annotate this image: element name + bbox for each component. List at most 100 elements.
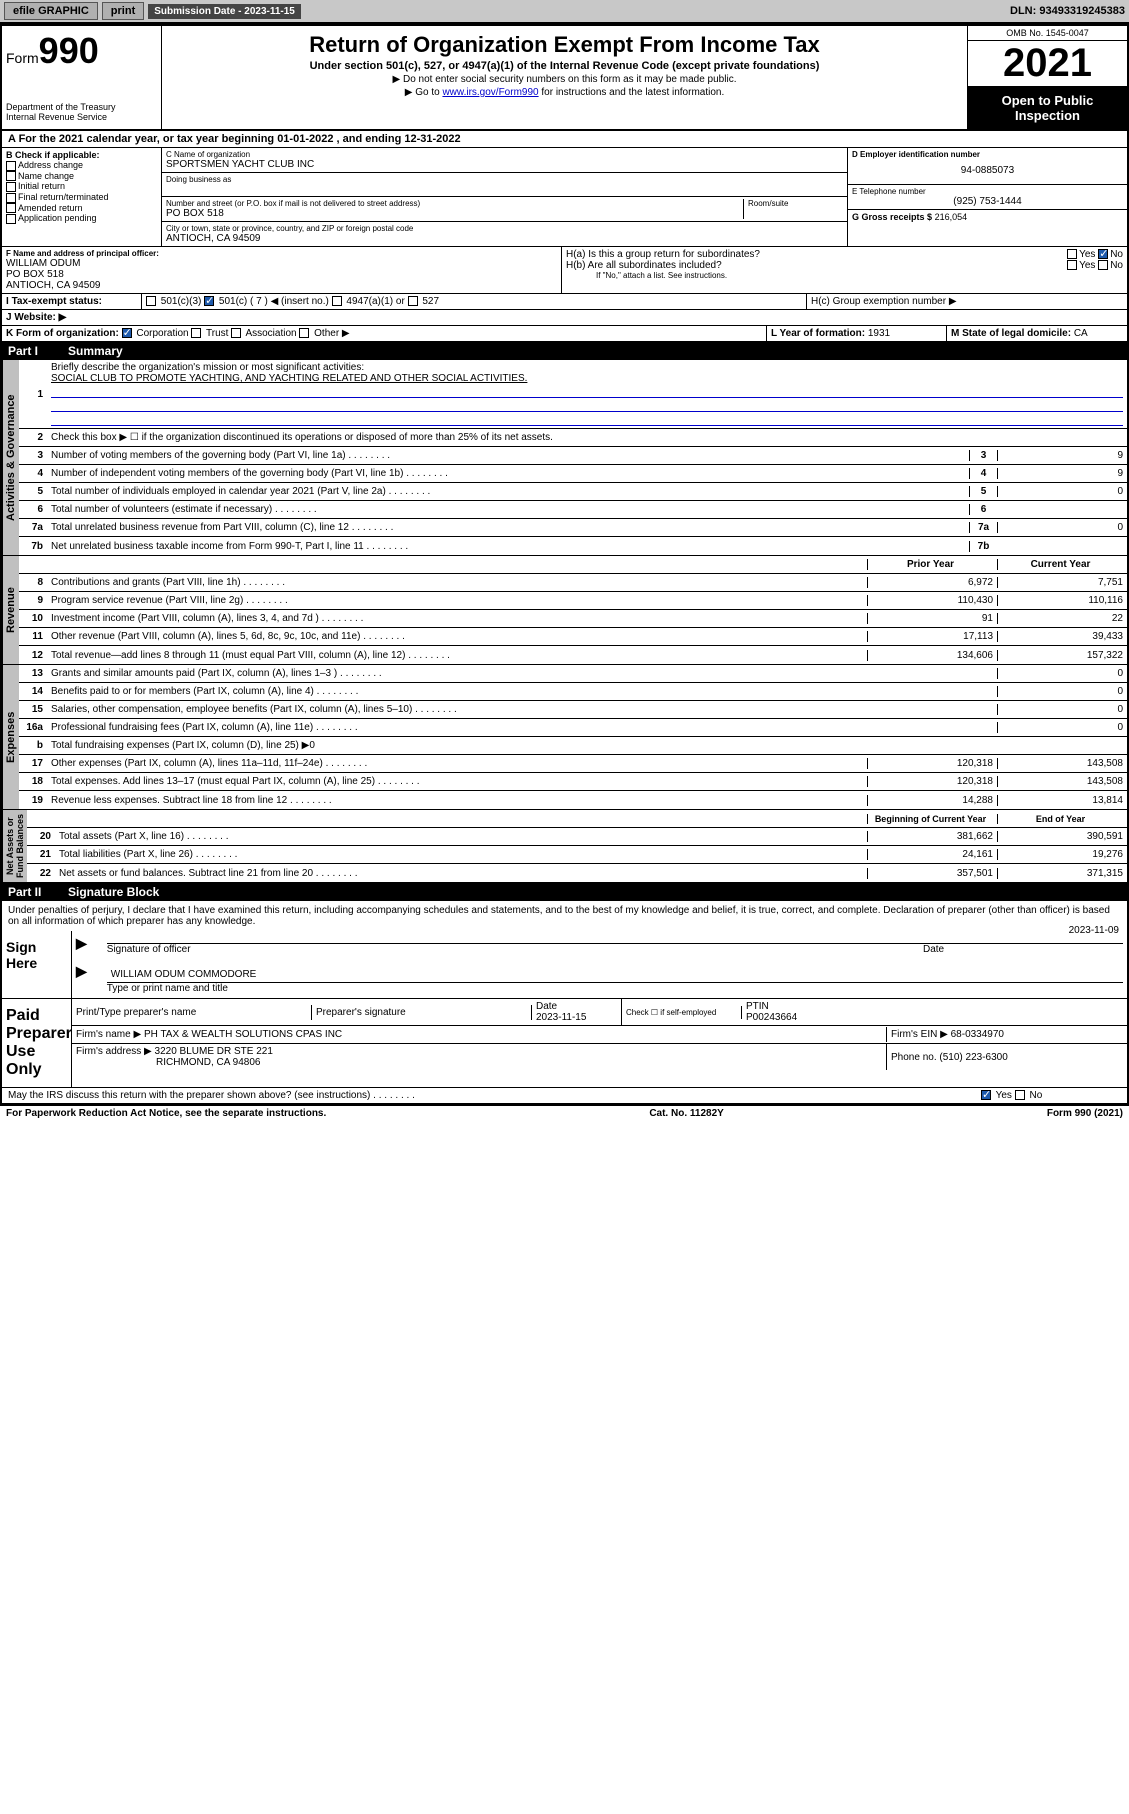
officer-name: WILLIAM ODUM [6, 258, 557, 269]
expenses-label: Expenses [2, 665, 19, 809]
ssn-note: ▶ Do not enter social security numbers o… [170, 74, 959, 85]
line-22: 22Net assets or fund balances. Subtract … [27, 864, 1127, 882]
city-label: City or town, state or province, country… [166, 224, 843, 233]
tax-status-label: Tax-exempt status: [12, 296, 102, 307]
l1-text: Briefly describe the organization's miss… [51, 362, 1123, 373]
line-18: 18Total expenses. Add lines 13–17 (must … [19, 773, 1127, 791]
name-label: C Name of organization [166, 150, 843, 159]
self-employed: Check ☐ if self-employed [622, 1006, 742, 1019]
line-6: 6Total number of volunteers (estimate if… [19, 501, 1127, 519]
year-formation: 1931 [868, 328, 890, 339]
ein-label: D Employer identification number [852, 150, 1123, 159]
ein: 94-0885073 [852, 159, 1123, 182]
check-initial[interactable] [6, 182, 16, 192]
dba-label: Doing business as [166, 175, 843, 184]
firm-ein: 68-0334970 [951, 1029, 1004, 1040]
state-domicile: CA [1074, 328, 1088, 339]
l2-text: Check this box ▶ ☐ if the organization d… [47, 430, 1127, 445]
officer-printed: WILLIAM ODUM COMMODORE [107, 967, 1123, 983]
check-final[interactable] [6, 193, 16, 203]
sig-officer-lbl: Signature of officer [107, 944, 923, 955]
efile-button[interactable]: efile GRAPHIC [4, 2, 98, 20]
line-11: 11Other revenue (Part VIII, column (A), … [19, 628, 1127, 646]
line-7a: 7aTotal unrelated business revenue from … [19, 519, 1127, 537]
check-assoc[interactable] [231, 328, 241, 338]
open-inspection: Open to Public Inspection [968, 87, 1127, 129]
line-21: 21Total liabilities (Part X, line 26)24,… [27, 846, 1127, 864]
check-527[interactable] [408, 296, 418, 306]
gross-receipts: 216,054 [935, 212, 968, 222]
phone-label: E Telephone number [852, 187, 1123, 196]
line-16a: 16aProfessional fundraising fees (Part I… [19, 719, 1127, 737]
street: PO BOX 518 [166, 208, 743, 219]
line-7b: 7bNet unrelated business taxable income … [19, 537, 1127, 555]
sig-date: 2023-11-09 [1069, 925, 1119, 936]
discuss-yes[interactable] [981, 1090, 991, 1100]
date-lbl: Date [923, 944, 1123, 955]
check-trust[interactable] [191, 328, 201, 338]
officer-label: F Name and address of principal officer: [6, 249, 557, 258]
firm-addr2: RICHMOND, CA 94806 [76, 1057, 882, 1068]
officer-street: PO BOX 518 [6, 269, 557, 280]
check-name[interactable] [6, 171, 16, 181]
ha-no[interactable] [1098, 249, 1108, 259]
governance-label: Activities & Governance [2, 360, 19, 555]
form-org-label: K Form of organization: [6, 328, 119, 339]
check-501c3[interactable] [146, 296, 156, 306]
line-10: 10Investment income (Part VIII, column (… [19, 610, 1127, 628]
line-4: 4Number of independent voting members of… [19, 465, 1127, 483]
print-button[interactable]: print [102, 2, 144, 20]
check-pending[interactable] [6, 214, 16, 224]
tax-period: A For the 2021 calendar year, or tax yea… [2, 131, 1127, 148]
telephone: (925) 753-1444 [852, 196, 1123, 207]
form-body: Form990 Department of the Treasury Inter… [0, 24, 1129, 1106]
discuss-text: May the IRS discuss this return with the… [8, 1090, 981, 1101]
jurat: Under penalties of perjury, I declare th… [2, 901, 1127, 931]
footer-mid: Cat. No. 11282Y [649, 1108, 723, 1119]
check-other[interactable] [299, 328, 309, 338]
hb-label: H(b) Are all subordinates included? [566, 260, 722, 271]
firm-name: PH TAX & WEALTH SOLUTIONS CPAS INC [144, 1029, 342, 1040]
line-b: bTotal fundraising expenses (Part IX, co… [19, 737, 1127, 755]
discuss-no[interactable] [1015, 1090, 1025, 1100]
ha-yes[interactable] [1067, 249, 1077, 259]
paid-preparer: Paid Preparer Use Only [2, 999, 72, 1087]
line-9: 9Program service revenue (Part VIII, lin… [19, 592, 1127, 610]
ha-label: H(a) Is this a group return for subordin… [566, 249, 760, 260]
room-label: Room/suite [743, 199, 843, 219]
form-number: Form990 [6, 30, 157, 72]
firm-addr1: 3220 BLUME DR STE 221 [155, 1046, 273, 1057]
line-12: 12Total revenue—add lines 8 through 11 (… [19, 646, 1127, 664]
dln: DLN: 93493319245383 [1010, 5, 1125, 17]
hc-label: H(c) Group exemption number ▶ [807, 294, 1127, 309]
irs-link[interactable]: www.irs.gov/Form990 [442, 87, 538, 98]
check-corp[interactable] [122, 328, 132, 338]
hb-no[interactable] [1098, 260, 1108, 270]
prep-date: 2023-11-15 [536, 1012, 617, 1023]
line-19: 19Revenue less expenses. Subtract line 1… [19, 791, 1127, 809]
check-4947[interactable] [332, 296, 342, 306]
line-5: 5Total number of individuals employed in… [19, 483, 1127, 501]
form-subtitle: Under section 501(c), 527, or 4947(a)(1)… [170, 60, 959, 72]
check-501c[interactable] [204, 296, 214, 306]
check-address[interactable] [6, 161, 16, 171]
officer-city: ANTIOCH, CA 94509 [6, 280, 557, 291]
prep-phone: (510) 223-6300 [939, 1052, 1007, 1063]
current-year-hdr: Current Year [997, 559, 1127, 570]
mission: SOCIAL CLUB TO PROMOTE YACHTING, AND YAC… [51, 373, 1123, 384]
line-17: 17Other expenses (Part IX, column (A), l… [19, 755, 1127, 773]
website-label: Website: ▶ [14, 312, 66, 323]
sign-here: Sign Here [2, 931, 72, 998]
end-year-hdr: End of Year [997, 814, 1127, 824]
box-b: B Check if applicable: Address change Na… [2, 148, 162, 246]
hb-note: If "No," attach a list. See instructions… [566, 271, 1123, 280]
hb-yes[interactable] [1067, 260, 1077, 270]
dept-treasury: Department of the Treasury Internal Reve… [6, 102, 157, 122]
begin-year-hdr: Beginning of Current Year [867, 814, 997, 824]
line-14: 14Benefits paid to or for members (Part … [19, 683, 1127, 701]
netassets-label: Net Assets orFund Balances [2, 810, 27, 882]
line-20: 20Total assets (Part X, line 16)381,6623… [27, 828, 1127, 846]
org-name: SPORTSMEN YACHT CLUB INC [166, 159, 843, 170]
tax-year: 2021 [968, 41, 1127, 87]
check-amended[interactable] [6, 203, 16, 213]
